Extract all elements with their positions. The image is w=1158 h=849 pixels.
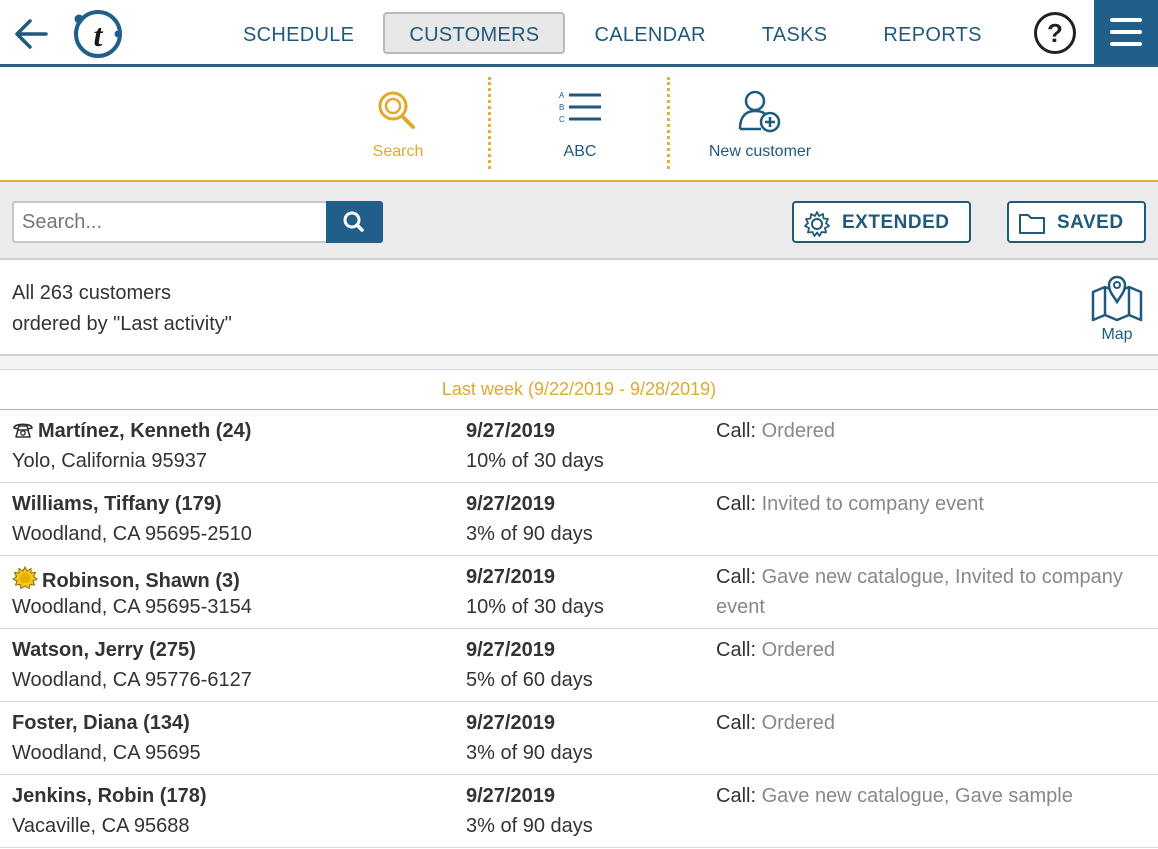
sort-order: ordered by "Last activity" (12, 313, 232, 335)
abc-tool-button[interactable]: A B C ABC (510, 87, 650, 167)
hamburger-menu-icon[interactable] (1094, 0, 1158, 64)
new-customer-label: New customer (708, 143, 812, 160)
customer-row[interactable]: Foster, Diana (134) Woodland, CA 95695 9… (0, 702, 1158, 775)
customer-name: Foster, Diana (134) (12, 712, 190, 734)
sun-badge-icon (12, 565, 38, 596)
visit-progress: 3% of 90 days (466, 523, 593, 545)
tab-calendar[interactable]: CALENDAR (594, 24, 706, 46)
tab-schedule[interactable]: SCHEDULE (243, 24, 355, 46)
activity-detail: Gave new catalogue, Gave sample (761, 785, 1073, 807)
visit-progress: 10% of 30 days (466, 596, 604, 618)
svg-text:A: A (559, 91, 565, 100)
app-logo: t (70, 8, 126, 60)
results-summary: All 263 customers ordered by "Last activ… (0, 260, 1158, 356)
last-activity: Call: Invited to company event (716, 489, 1136, 519)
map-button[interactable]: Map (1086, 272, 1148, 350)
activity-type: Call: (716, 493, 757, 515)
customer-row[interactable]: Martínez, Kenneth (24) Yolo, California … (0, 410, 1158, 483)
add-user-icon (738, 90, 781, 133)
top-navigation: t SCHEDULE CUSTOMERS CALENDAR TASKS REPO… (0, 0, 1158, 67)
activity-detail: Ordered (761, 712, 835, 734)
activity-type: Call: (716, 785, 757, 807)
last-activity-date: 9/27/2019 (466, 785, 555, 807)
activity-type: Call: (716, 639, 757, 661)
visit-progress: 5% of 60 days (466, 669, 593, 691)
last-activity-date: 9/27/2019 (466, 566, 555, 588)
last-activity: Call: Ordered (716, 416, 1136, 446)
customer-name: Martínez, Kenneth (24) (12, 420, 251, 446)
map-icon (1091, 275, 1143, 322)
last-activity-date: 9/27/2019 (466, 420, 555, 442)
last-activity-date: 9/27/2019 (466, 639, 555, 661)
activity-detail: Invited to company event (761, 493, 984, 515)
customer-toolbar: Search A B C ABC New customer (0, 67, 1158, 182)
customer-address: Vacaville, CA 95688 (12, 815, 190, 837)
separator (0, 356, 1158, 370)
activity-detail: Ordered (761, 639, 835, 661)
tab-reports[interactable]: REPORTS (883, 24, 982, 46)
customer-address: Woodland, CA 95776-6127 (12, 669, 252, 691)
last-activity: Call: Ordered (716, 708, 1136, 738)
visit-progress: 3% of 90 days (466, 742, 593, 764)
search-tool-button[interactable]: Search (328, 87, 468, 167)
help-button[interactable]: ? (1034, 12, 1076, 54)
svg-text:B: B (559, 103, 564, 112)
svg-text:t: t (94, 17, 104, 53)
customer-row[interactable]: Williams, Tiffany (179) Woodland, CA 956… (0, 483, 1158, 556)
activity-type: Call: (716, 566, 757, 588)
phone-icon (12, 420, 34, 446)
search-icon (343, 211, 364, 232)
customer-address: Yolo, California 95937 (12, 450, 207, 472)
back-arrow-icon[interactable] (10, 14, 52, 54)
activity-type: Call: (716, 420, 757, 442)
customer-name: Jenkins, Robin (178) (12, 785, 207, 807)
svg-text:C: C (559, 115, 565, 124)
customer-list: Martínez, Kenneth (24) Yolo, California … (0, 410, 1158, 848)
customer-address: Woodland, CA 95695 (12, 742, 201, 764)
activity-type: Call: (716, 712, 757, 734)
map-label: Map (1101, 326, 1133, 343)
extended-search-button[interactable]: EXTENDED (792, 201, 971, 243)
divider (667, 77, 670, 169)
magnifier-icon (378, 91, 415, 129)
search-tool-label: Search (372, 143, 424, 160)
customer-name-text: Martínez, Kenneth (24) (38, 420, 252, 442)
folder-icon (1019, 214, 1045, 234)
customer-name: Williams, Tiffany (179) (12, 493, 222, 515)
customer-row[interactable]: Watson, Jerry (275) Woodland, CA 95776-6… (0, 629, 1158, 702)
last-activity-date: 9/27/2019 (466, 712, 555, 734)
last-activity: Call: Gave new catalogue, Gave sample (716, 781, 1136, 811)
customer-count: All 263 customers (12, 282, 171, 304)
new-customer-button[interactable]: New customer (690, 87, 830, 167)
last-activity: Call: Gave new catalogue, Invited to com… (716, 562, 1136, 622)
search-button[interactable] (326, 201, 383, 243)
abc-list-icon: A B C (559, 91, 601, 124)
tab-customers[interactable]: CUSTOMERS (383, 12, 566, 54)
tab-tasks[interactable]: TASKS (761, 24, 828, 46)
visit-progress: 10% of 30 days (466, 450, 604, 472)
activity-detail: Ordered (761, 420, 835, 442)
customer-name: Robinson, Shawn (3) (12, 565, 240, 596)
divider (488, 77, 491, 169)
last-activity: Call: Ordered (716, 635, 1136, 665)
customer-name: Watson, Jerry (275) (12, 639, 196, 661)
customer-row[interactable]: Jenkins, Robin (178) Vacaville, CA 95688… (0, 775, 1158, 848)
abc-tool-label: ABC (563, 143, 597, 160)
customer-name-text: Robinson, Shawn (3) (42, 570, 240, 592)
saved-searches-button[interactable]: SAVED (1007, 201, 1146, 243)
gear-icon (804, 211, 830, 237)
search-input[interactable] (12, 201, 328, 243)
visit-progress: 3% of 90 days (466, 815, 593, 837)
saved-label: SAVED (1057, 212, 1124, 233)
last-activity-date: 9/27/2019 (466, 493, 555, 515)
customer-address: Woodland, CA 95695-2510 (12, 523, 252, 545)
search-bar: EXTENDED SAVED (0, 182, 1158, 260)
main-tabs: SCHEDULE CUSTOMERS CALENDAR TASKS REPORT… (228, 12, 1023, 54)
customer-address: Woodland, CA 95695-3154 (12, 596, 252, 618)
extended-label: EXTENDED (842, 212, 950, 233)
activity-detail: Gave new catalogue, Invited to company e… (716, 566, 1123, 618)
group-header-last-week: Last week (9/22/2019 - 9/28/2019) (0, 370, 1158, 410)
customer-row[interactable]: Robinson, Shawn (3) Woodland, CA 95695-3… (0, 556, 1158, 629)
